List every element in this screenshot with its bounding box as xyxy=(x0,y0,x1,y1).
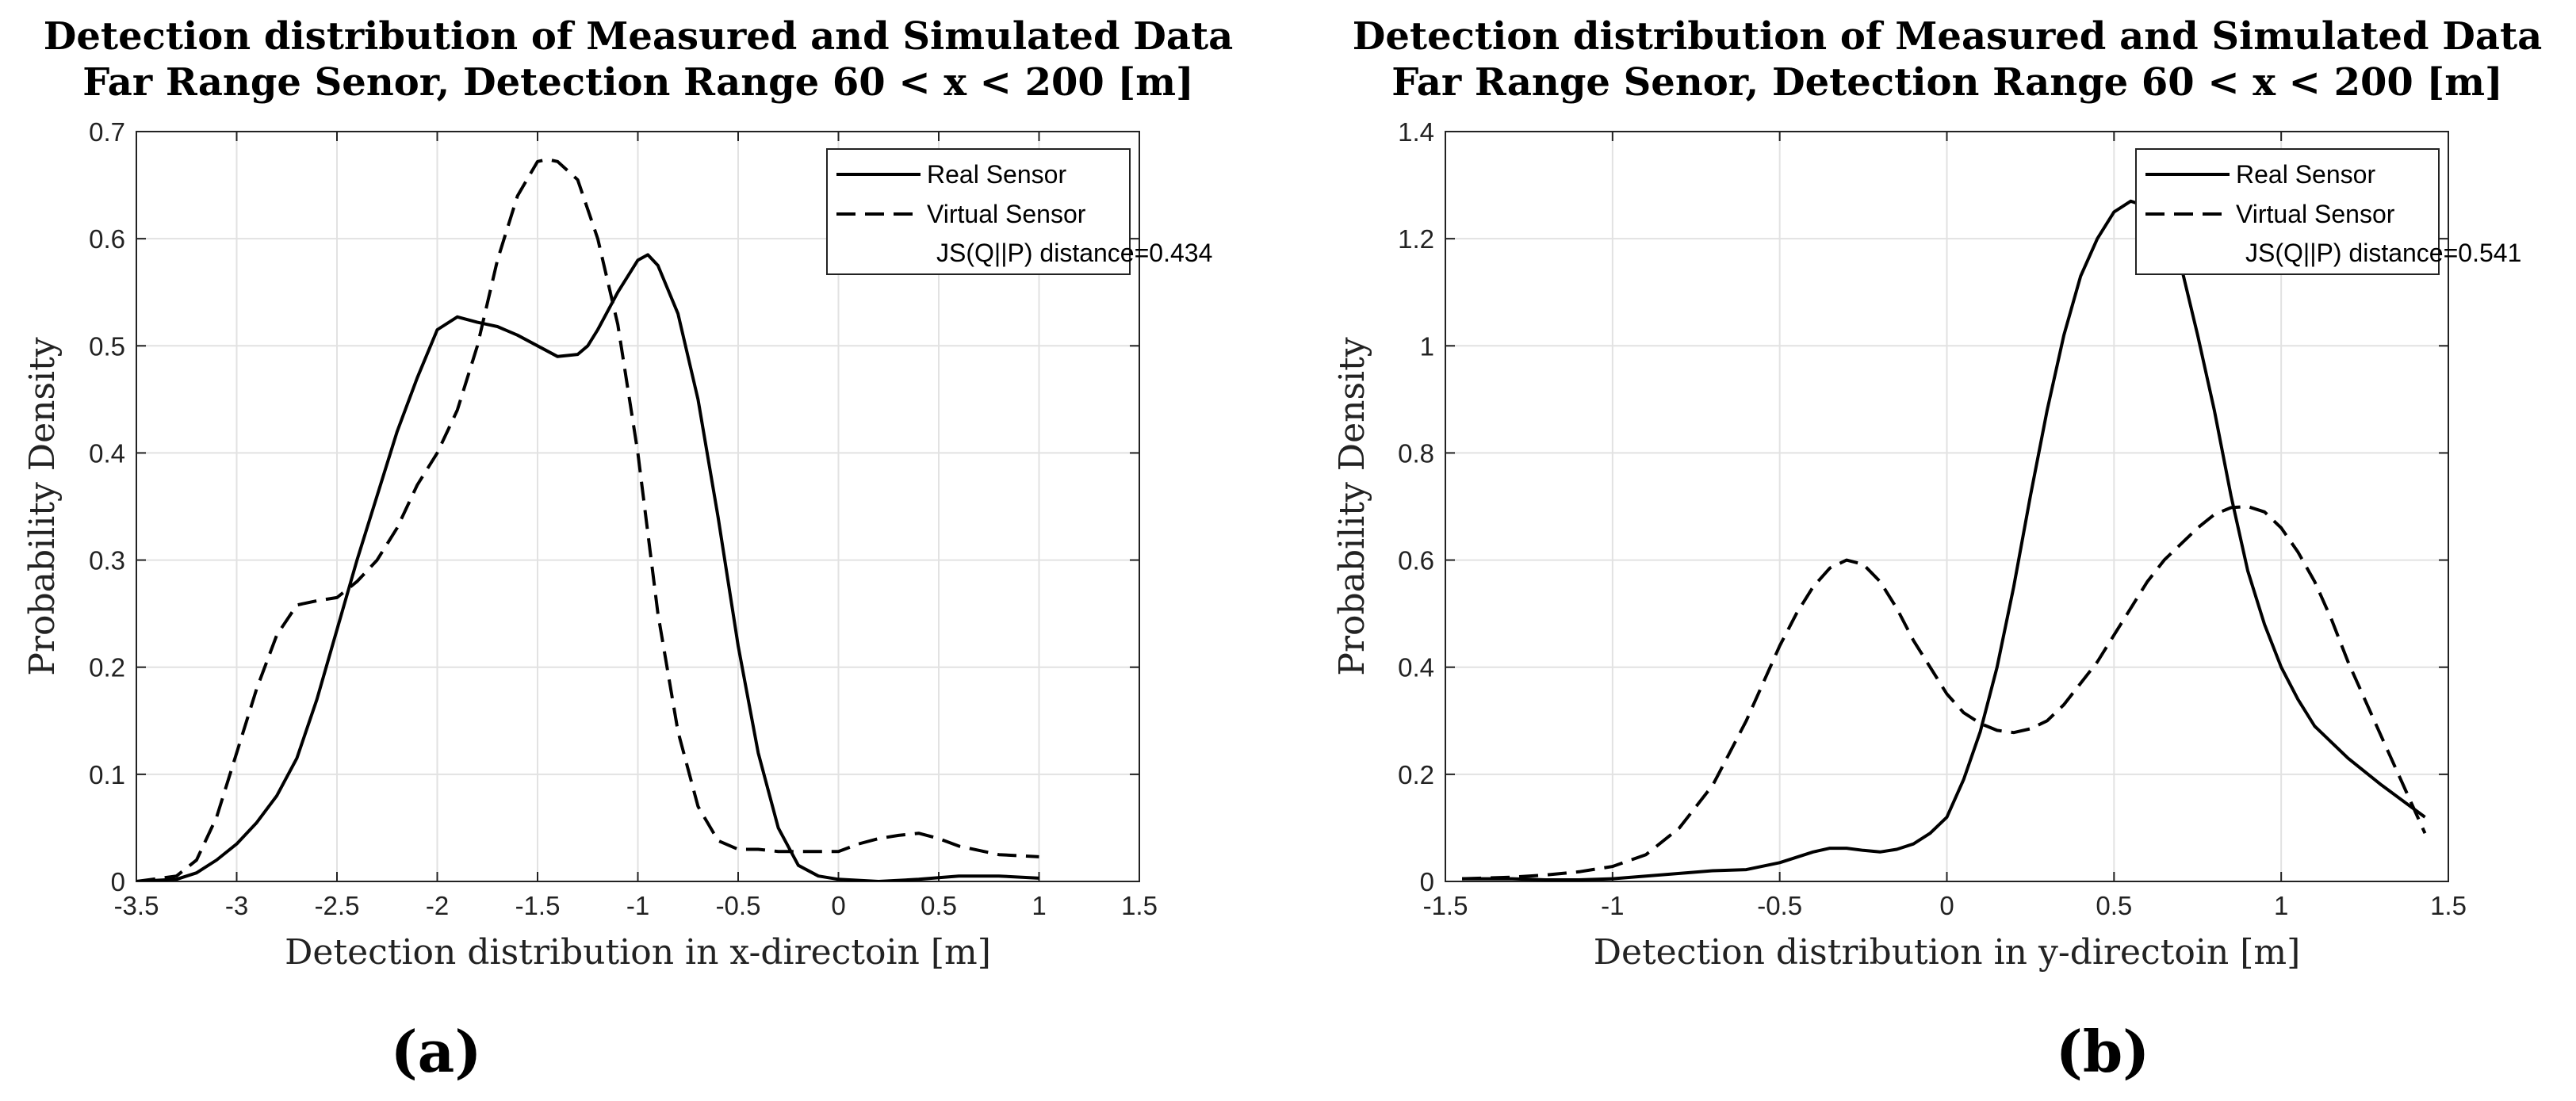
x-tick-label: 1.5 xyxy=(2430,891,2467,920)
panel-b: Detection distribution of Measured and S… xyxy=(1332,14,2542,1085)
legend-js-distance-note: JS(Q||P) distance=0.434 xyxy=(936,239,1212,267)
x-tick-label: -0.5 xyxy=(716,891,761,920)
y-tick-label: 0.6 xyxy=(89,224,125,254)
x-tick-label: 0.5 xyxy=(921,891,957,920)
y-tick-label: 0.4 xyxy=(89,438,125,468)
y-tick-label: 1.4 xyxy=(1398,117,1434,147)
panel-label: (a) xyxy=(391,1018,482,1085)
y-tick-label: 0.5 xyxy=(89,331,125,361)
x-tick-label: 0 xyxy=(831,891,845,920)
y-tick-label: 0.7 xyxy=(89,117,125,147)
x-tick-label: 1.5 xyxy=(1121,891,1158,920)
y-tick-label: 0.8 xyxy=(1398,438,1434,468)
x-tick-label: -2 xyxy=(426,891,449,920)
legend-js-distance-note: JS(Q||P) distance=0.541 xyxy=(2245,239,2521,267)
x-tick-label: -3 xyxy=(225,891,248,920)
y-tick-label: 0 xyxy=(111,867,125,896)
y-tick-label: 0.4 xyxy=(1398,653,1434,682)
y-tick-label: 0.2 xyxy=(1398,760,1434,789)
x-tick-label: -2.5 xyxy=(315,891,360,920)
chart-title-line-1: Detection distribution of Measured and S… xyxy=(1353,14,2543,59)
x-tick-label: 0.5 xyxy=(2096,891,2132,920)
y-tick-label: 0.3 xyxy=(89,546,125,575)
x-tick-label: 1 xyxy=(1032,891,1046,920)
y-tick-label: 0.2 xyxy=(89,653,125,682)
legend-entry: Real Sensor xyxy=(2236,160,2375,189)
x-tick-label: -1 xyxy=(626,891,649,920)
legend-box xyxy=(826,148,1131,275)
x-tick-label: -1.5 xyxy=(515,891,561,920)
panel-label: (b) xyxy=(2056,1018,2149,1085)
chart-title-line-2: Far Range Senor, Detection Range 60 < x … xyxy=(1391,60,2502,105)
x-tick-label: -1 xyxy=(1601,891,1624,920)
x-tick-label: -3.5 xyxy=(114,891,159,920)
legend-entry: Real Sensor xyxy=(927,160,1066,189)
x-axis-label: Detection distribution in y-directoin [m… xyxy=(1594,932,2301,973)
legend-box xyxy=(2135,148,2440,275)
chart-title-line-1: Detection distribution of Measured and S… xyxy=(44,14,1234,59)
series-line-virtual-sensor xyxy=(136,158,1039,881)
y-tick-label: 1.2 xyxy=(1398,224,1434,254)
x-tick-label: -0.5 xyxy=(1757,891,1802,920)
legend-entry: Virtual Sensor xyxy=(927,200,1086,228)
x-tick-label: -1.5 xyxy=(1423,891,1468,920)
y-tick-label: 0 xyxy=(1420,867,1434,896)
y-tick-label: 0.6 xyxy=(1398,546,1434,575)
y-axis-label: Probability Density xyxy=(1332,337,1372,675)
legend-entry: Virtual Sensor xyxy=(2236,200,2395,228)
panel-a: Detection distribution of Measured and S… xyxy=(22,14,1233,1085)
x-axis-label: Detection distribution in x-directoin [m… xyxy=(285,932,991,973)
chart-title-line-2: Far Range Senor, Detection Range 60 < x … xyxy=(82,60,1193,105)
series-line-real-sensor xyxy=(136,253,1039,881)
x-tick-label: 0 xyxy=(1939,891,1954,920)
y-axis-label: Probability Density xyxy=(22,337,63,675)
y-tick-label: 1 xyxy=(1420,331,1434,361)
y-tick-label: 0.1 xyxy=(89,760,125,789)
series-line-real-sensor xyxy=(1462,199,2426,881)
series-line-virtual-sensor xyxy=(1462,505,2427,881)
x-tick-label: 1 xyxy=(2274,891,2288,920)
